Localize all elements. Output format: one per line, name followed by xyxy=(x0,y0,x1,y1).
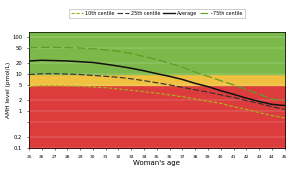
X-axis label: Woman's age: Woman's age xyxy=(133,160,180,166)
Y-axis label: AMH level (pmol/L): AMH level (pmol/L) xyxy=(6,62,11,118)
Legend: 10th centile, 25th centile, Average, 75th centile: 10th centile, 25th centile, Average, 75t… xyxy=(69,9,245,18)
